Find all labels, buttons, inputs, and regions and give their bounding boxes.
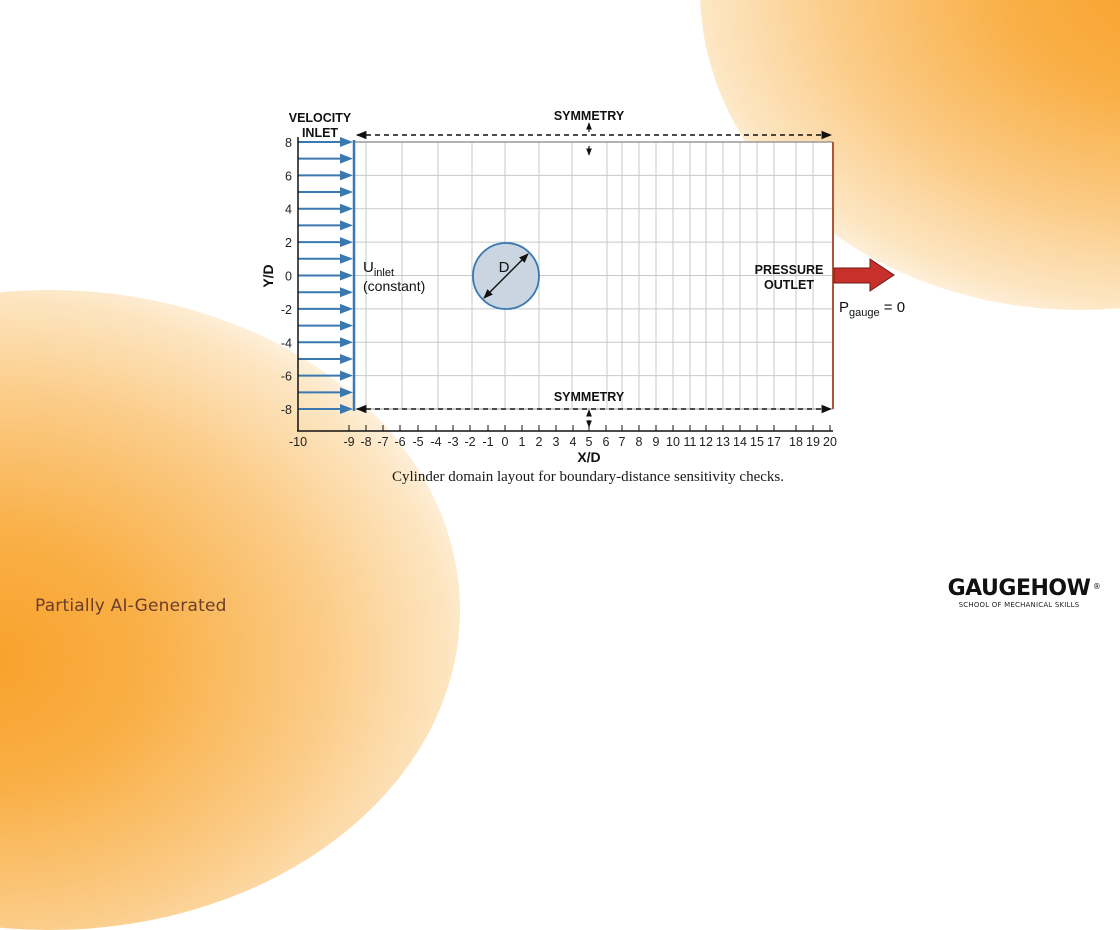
y-tick-label: -2 xyxy=(281,303,292,317)
x-axis-label: X/D xyxy=(577,449,600,465)
x-tick-label: 7 xyxy=(619,435,626,449)
x-tick-label: 11 xyxy=(684,435,697,449)
y-tick-label: 2 xyxy=(285,236,292,250)
brand-name: GAUGEHOW xyxy=(947,576,1091,601)
x-tick-label: 20 xyxy=(823,435,837,449)
logo-wordmark: GAUGEHOW ® xyxy=(947,576,1101,601)
x-tick-label: 1 xyxy=(519,435,526,449)
x-tick-label: 6 xyxy=(603,435,610,449)
figure-caption: Cylinder domain layout for boundary-dist… xyxy=(392,469,784,485)
x-tick-label: 15 xyxy=(750,435,764,449)
cylinder-domain-diagram: -10 -9 -8 -7 -6 -5 -4 -3 -2 -1 0 1 2 3 4 5 6 7 8 9 10 11 12 13 1… xyxy=(260,109,905,465)
inlet-arrow-head-icon xyxy=(340,303,353,314)
gaugehow-logo: GAUGEHOW ® SCHOOL OF MECHANICAL SKILLS xyxy=(934,576,1104,610)
inlet-arrow-head-icon xyxy=(340,320,353,331)
x-axis-ticks: -10 -9 -8 -7 -6 -5 -4 -3 -2 -1 0 1 2 3 4 5 6 7 8 9 10 11 12 13 1… xyxy=(289,425,837,449)
x-tick-label: -6 xyxy=(394,435,405,449)
cylinder-diameter-label: D xyxy=(499,259,510,276)
pressure-outlet-arrow-icon xyxy=(833,258,895,292)
x-tick-label: -8 xyxy=(360,435,371,449)
inlet-arrow-head-icon xyxy=(340,270,353,281)
velocity-inlet-label-1: VELOCITY xyxy=(289,111,352,125)
x-tick-label: 9 xyxy=(653,435,660,449)
inlet-arrow-head-icon xyxy=(340,136,353,147)
y-tick-label: 8 xyxy=(285,136,292,150)
p-gauge-main: P xyxy=(839,299,849,316)
inlet-arrow-head-icon xyxy=(340,337,353,348)
p-gauge-value: = 0 xyxy=(880,299,905,316)
x-tick-label: -10 xyxy=(289,435,307,449)
ai-generated-label: Partially AI-Generated xyxy=(35,596,227,616)
p-gauge-sub: gauge xyxy=(849,307,880,319)
x-tick-label: 14 xyxy=(733,435,747,449)
y-tick-label: 0 xyxy=(285,270,292,284)
inlet-arrow-head-icon xyxy=(340,404,353,415)
inlet-arrow-head-icon xyxy=(340,353,353,364)
symmetry-bottom-label: SYMMETRY xyxy=(554,390,625,404)
x-tick-label: 19 xyxy=(806,435,820,449)
y-axis-ticks: 8 6 4 2 0 -2 -4 -6 -8 xyxy=(281,136,292,417)
y-tick-label: -6 xyxy=(281,370,292,384)
p-gauge-label: Pgauge = 0 xyxy=(839,299,905,319)
x-tick-label: -4 xyxy=(430,435,441,449)
inlet-arrow-head-icon xyxy=(340,153,353,164)
inlet-arrow-head-icon xyxy=(340,253,353,264)
pressure-outlet-label-2: OUTLET xyxy=(764,278,814,292)
x-tick-label: 12 xyxy=(699,435,713,449)
y-tick-label: 4 xyxy=(285,203,292,217)
x-tick-label: -7 xyxy=(377,435,388,449)
x-tick-label: 17 xyxy=(767,435,781,449)
x-tick-label: -1 xyxy=(482,435,493,449)
y-tick-label: -4 xyxy=(281,336,292,350)
pressure-outlet-label-1: PRESSURE xyxy=(755,263,824,277)
x-tick-label: -3 xyxy=(447,435,458,449)
x-tick-label: -2 xyxy=(464,435,475,449)
y-axis-label: Y/D xyxy=(260,264,276,287)
inlet-arrow-head-icon xyxy=(340,370,353,381)
u-inlet-main: U xyxy=(363,259,374,276)
u-inlet-sub: inlet xyxy=(374,267,394,279)
inlet-arrow-head-icon xyxy=(340,170,353,181)
x-tick-label: 18 xyxy=(789,435,803,449)
symmetry-top-label: SYMMETRY xyxy=(554,109,625,123)
brand-tagline: SCHOOL OF MECHANICAL SKILLS xyxy=(958,601,1080,609)
inlet-arrow-head-icon xyxy=(340,220,353,231)
registered-mark: ® xyxy=(1092,582,1101,591)
x-tick-label: 2 xyxy=(536,435,543,449)
diameter-arrow xyxy=(483,253,529,299)
inlet-arrow-head-icon xyxy=(340,187,353,198)
x-tick-label: 13 xyxy=(716,435,730,449)
inlet-arrow-head-icon xyxy=(340,387,353,398)
inlet-velocity-arrows xyxy=(298,136,353,415)
x-tick-label: 10 xyxy=(666,435,680,449)
velocity-inlet-label-2: INLET xyxy=(302,126,338,140)
inlet-arrow-head-icon xyxy=(340,287,353,298)
x-tick-label: -5 xyxy=(412,435,423,449)
y-tick-label: 6 xyxy=(285,169,292,183)
inlet-arrow-head-icon xyxy=(340,203,353,214)
u-inlet-label: Uinlet xyxy=(363,259,394,279)
x-tick-label: 8 xyxy=(636,435,643,449)
x-tick-label: 0 xyxy=(502,435,509,449)
x-tick-label: 4 xyxy=(570,435,577,449)
x-tick-label: 3 xyxy=(553,435,560,449)
inlet-arrow-head-icon xyxy=(340,237,353,248)
grid-lines xyxy=(354,142,833,409)
u-inlet-note: (constant) xyxy=(363,278,425,294)
x-tick-label: -9 xyxy=(343,435,354,449)
x-tick-label: 5 xyxy=(586,435,593,449)
y-tick-label: -8 xyxy=(281,403,292,417)
